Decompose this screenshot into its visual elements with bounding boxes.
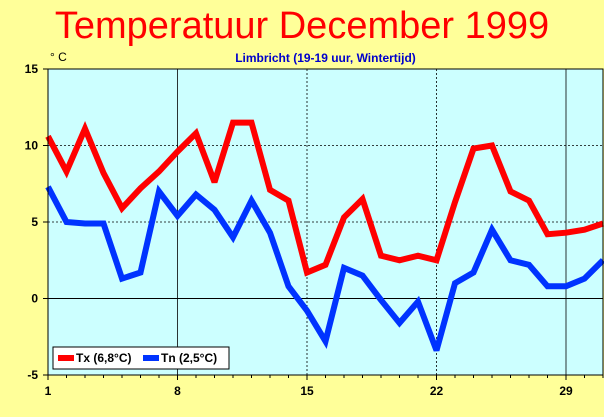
tick-label-y-5: 5	[31, 215, 38, 229]
tick-label-y-10: 10	[25, 139, 39, 153]
tick-label-x-29: 29	[559, 384, 573, 398]
y-axis-unit-label: ° C	[50, 50, 67, 64]
tick-label-x-15: 15	[300, 384, 314, 398]
tick-label-x-22: 22	[430, 384, 444, 398]
legend-label-tx: Tx (6,8°C)	[76, 351, 131, 365]
legend: Tx (6,8°C) Tn (2,5°C)	[52, 346, 230, 370]
grid-lines	[48, 69, 603, 375]
page-title: Temperatuur December 1999	[54, 5, 550, 47]
tick-label-x-1: 1	[45, 384, 52, 398]
legend-box	[52, 346, 230, 370]
data-series	[45, 119, 604, 352]
tick-label-y-15: 15	[25, 62, 39, 76]
chart-subtitle: Limbricht (19-19 uur, Wintertijd)	[235, 51, 416, 65]
tick-label-x-8: 8	[174, 384, 181, 398]
legend-label-tn: Tn (2,5°C)	[161, 351, 217, 365]
tick-label-y-0: 0	[31, 292, 38, 306]
tick-label-y--5: -5	[27, 368, 38, 382]
plot-frame	[47, 68, 604, 376]
series-line-tx	[45, 119, 604, 277]
axis-ticks: -5 0 5 10 15 1 8 15 22 29	[25, 62, 604, 398]
series-line-tn	[45, 184, 604, 352]
